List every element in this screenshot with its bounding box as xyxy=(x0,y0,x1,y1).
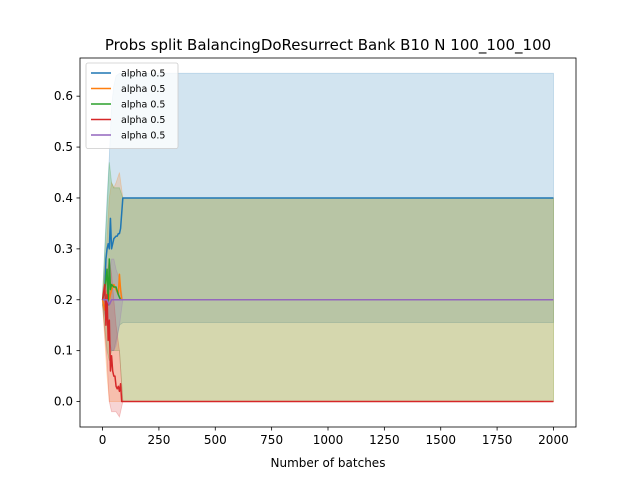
x-axis-label: Number of batches xyxy=(271,456,386,470)
x-tick-label: 2000 xyxy=(538,433,569,447)
legend-label-1: alpha 0.5 xyxy=(121,69,165,80)
y-axis-ticks: 0.0 0.1 0.2 0.3 0.4 0.5 0.6 xyxy=(54,89,80,409)
x-tick-label: 250 xyxy=(147,433,170,447)
y-tick-label: 0.5 xyxy=(54,140,73,154)
y-tick-label: 0.4 xyxy=(54,191,73,205)
series-lines xyxy=(101,197,554,403)
legend: alpha 0.5 alpha 0.5 alpha 0.5 alpha 0.5 alph… xyxy=(85,62,179,149)
x-tick-label: 0 xyxy=(99,433,107,447)
y-tick-label: 0.6 xyxy=(54,89,73,103)
series-line-5 xyxy=(102,299,554,306)
x-tick-label: 1750 xyxy=(482,433,513,447)
x-tick-label: 1000 xyxy=(313,433,344,447)
x-tick-label: 1500 xyxy=(425,433,456,447)
confidence-bands xyxy=(102,72,554,418)
legend-label-2: alpha 0.5 xyxy=(121,84,165,95)
series-line-1 xyxy=(101,197,554,300)
y-tick-label: 0.2 xyxy=(54,293,73,307)
y-tick-label: 0.1 xyxy=(54,344,73,358)
legend-label-4: alpha 0.5 xyxy=(121,115,165,126)
legend-label-3: alpha 0.5 xyxy=(121,100,165,111)
y-tick-label: 0.0 xyxy=(54,395,73,409)
legend-box xyxy=(85,62,179,149)
x-tick-label: 500 xyxy=(204,433,227,447)
chart-title: Probs split BalancingDoResurrect Bank B1… xyxy=(105,36,551,55)
x-tick-label: 1250 xyxy=(369,433,400,447)
y-tick-label: 0.3 xyxy=(54,242,73,256)
legend-label-5: alpha 0.5 xyxy=(121,131,165,142)
series-line-4 xyxy=(101,283,554,403)
x-axis-ticks: 0 250 500 750 1000 1250 1500 1750 2000 xyxy=(99,427,569,447)
x-tick-label: 750 xyxy=(260,433,283,447)
